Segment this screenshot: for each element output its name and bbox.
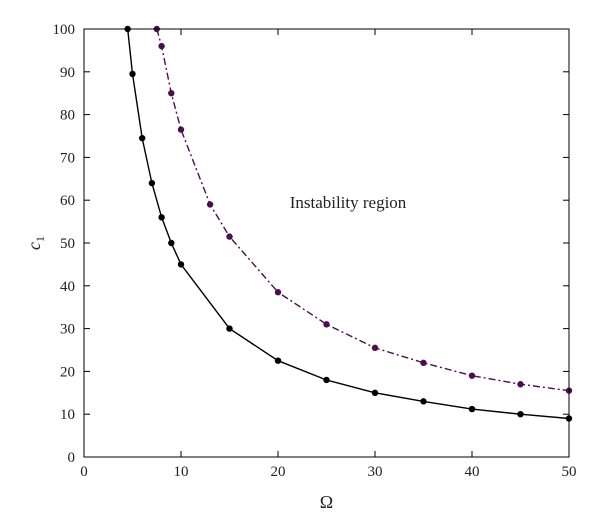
y-tick-label: 10 <box>60 407 75 423</box>
series-1-point <box>420 398 427 405</box>
series-2-point <box>226 233 233 240</box>
y-tick-label: 30 <box>60 322 75 338</box>
y-tick-label: 80 <box>60 108 75 124</box>
x-tick-label: 10 <box>174 464 189 480</box>
y-axis-label: c1 <box>24 236 47 250</box>
series-2-point <box>371 344 379 352</box>
x-axis-label: Ω <box>320 492 333 512</box>
series-1-point <box>129 70 136 78</box>
series-2-point <box>517 381 524 388</box>
x-tick-label: 40 <box>465 464 480 480</box>
x-tick-label: 30 <box>368 464 383 480</box>
series-2-point <box>323 321 330 328</box>
y-axis-label-subscript: 1 <box>33 236 47 242</box>
x-tick-label: 0 <box>80 464 88 480</box>
series-1-point <box>371 389 379 396</box>
series-1-point <box>177 261 185 268</box>
series-1-point <box>158 214 165 221</box>
series-2-point <box>420 359 427 367</box>
plot-frame <box>83 28 570 458</box>
series-2-point <box>168 90 175 97</box>
y-tick-label: 70 <box>60 150 75 166</box>
series-1-line <box>127 28 570 420</box>
series-1-point <box>274 357 282 364</box>
instability-region-annotation: Instability region <box>290 193 407 212</box>
y-tick-label: 40 <box>60 279 75 295</box>
series-2-point <box>177 126 185 133</box>
series-1-point <box>139 134 146 142</box>
series-1-point <box>148 179 156 187</box>
series-layer <box>124 25 573 422</box>
y-tick-label: 60 <box>60 193 75 209</box>
y-tick-label: 20 <box>60 364 75 380</box>
series-2-point <box>158 42 165 50</box>
series-1-point <box>323 376 330 384</box>
series-2-point <box>274 289 282 296</box>
y-tick-label: 90 <box>60 65 75 81</box>
y-tick-label: 50 <box>60 236 75 252</box>
series-1-point <box>468 405 476 413</box>
series-2-point <box>206 201 214 208</box>
series-2-point <box>468 372 476 379</box>
y-tick-label: 0 <box>68 450 76 466</box>
x-tick-label: 50 <box>562 464 577 480</box>
x-tick-label: 20 <box>271 464 286 480</box>
series-1-point <box>517 411 524 418</box>
y-tick-label: 100 <box>53 22 76 38</box>
ticks-layer: 0 10 20 30 40 50 0 10 20 30 40 50 60 70 80 90 100 <box>53 22 577 480</box>
series-1-point <box>226 325 233 332</box>
series-1-point <box>168 239 175 247</box>
y-axis-label-main: c <box>24 242 44 250</box>
